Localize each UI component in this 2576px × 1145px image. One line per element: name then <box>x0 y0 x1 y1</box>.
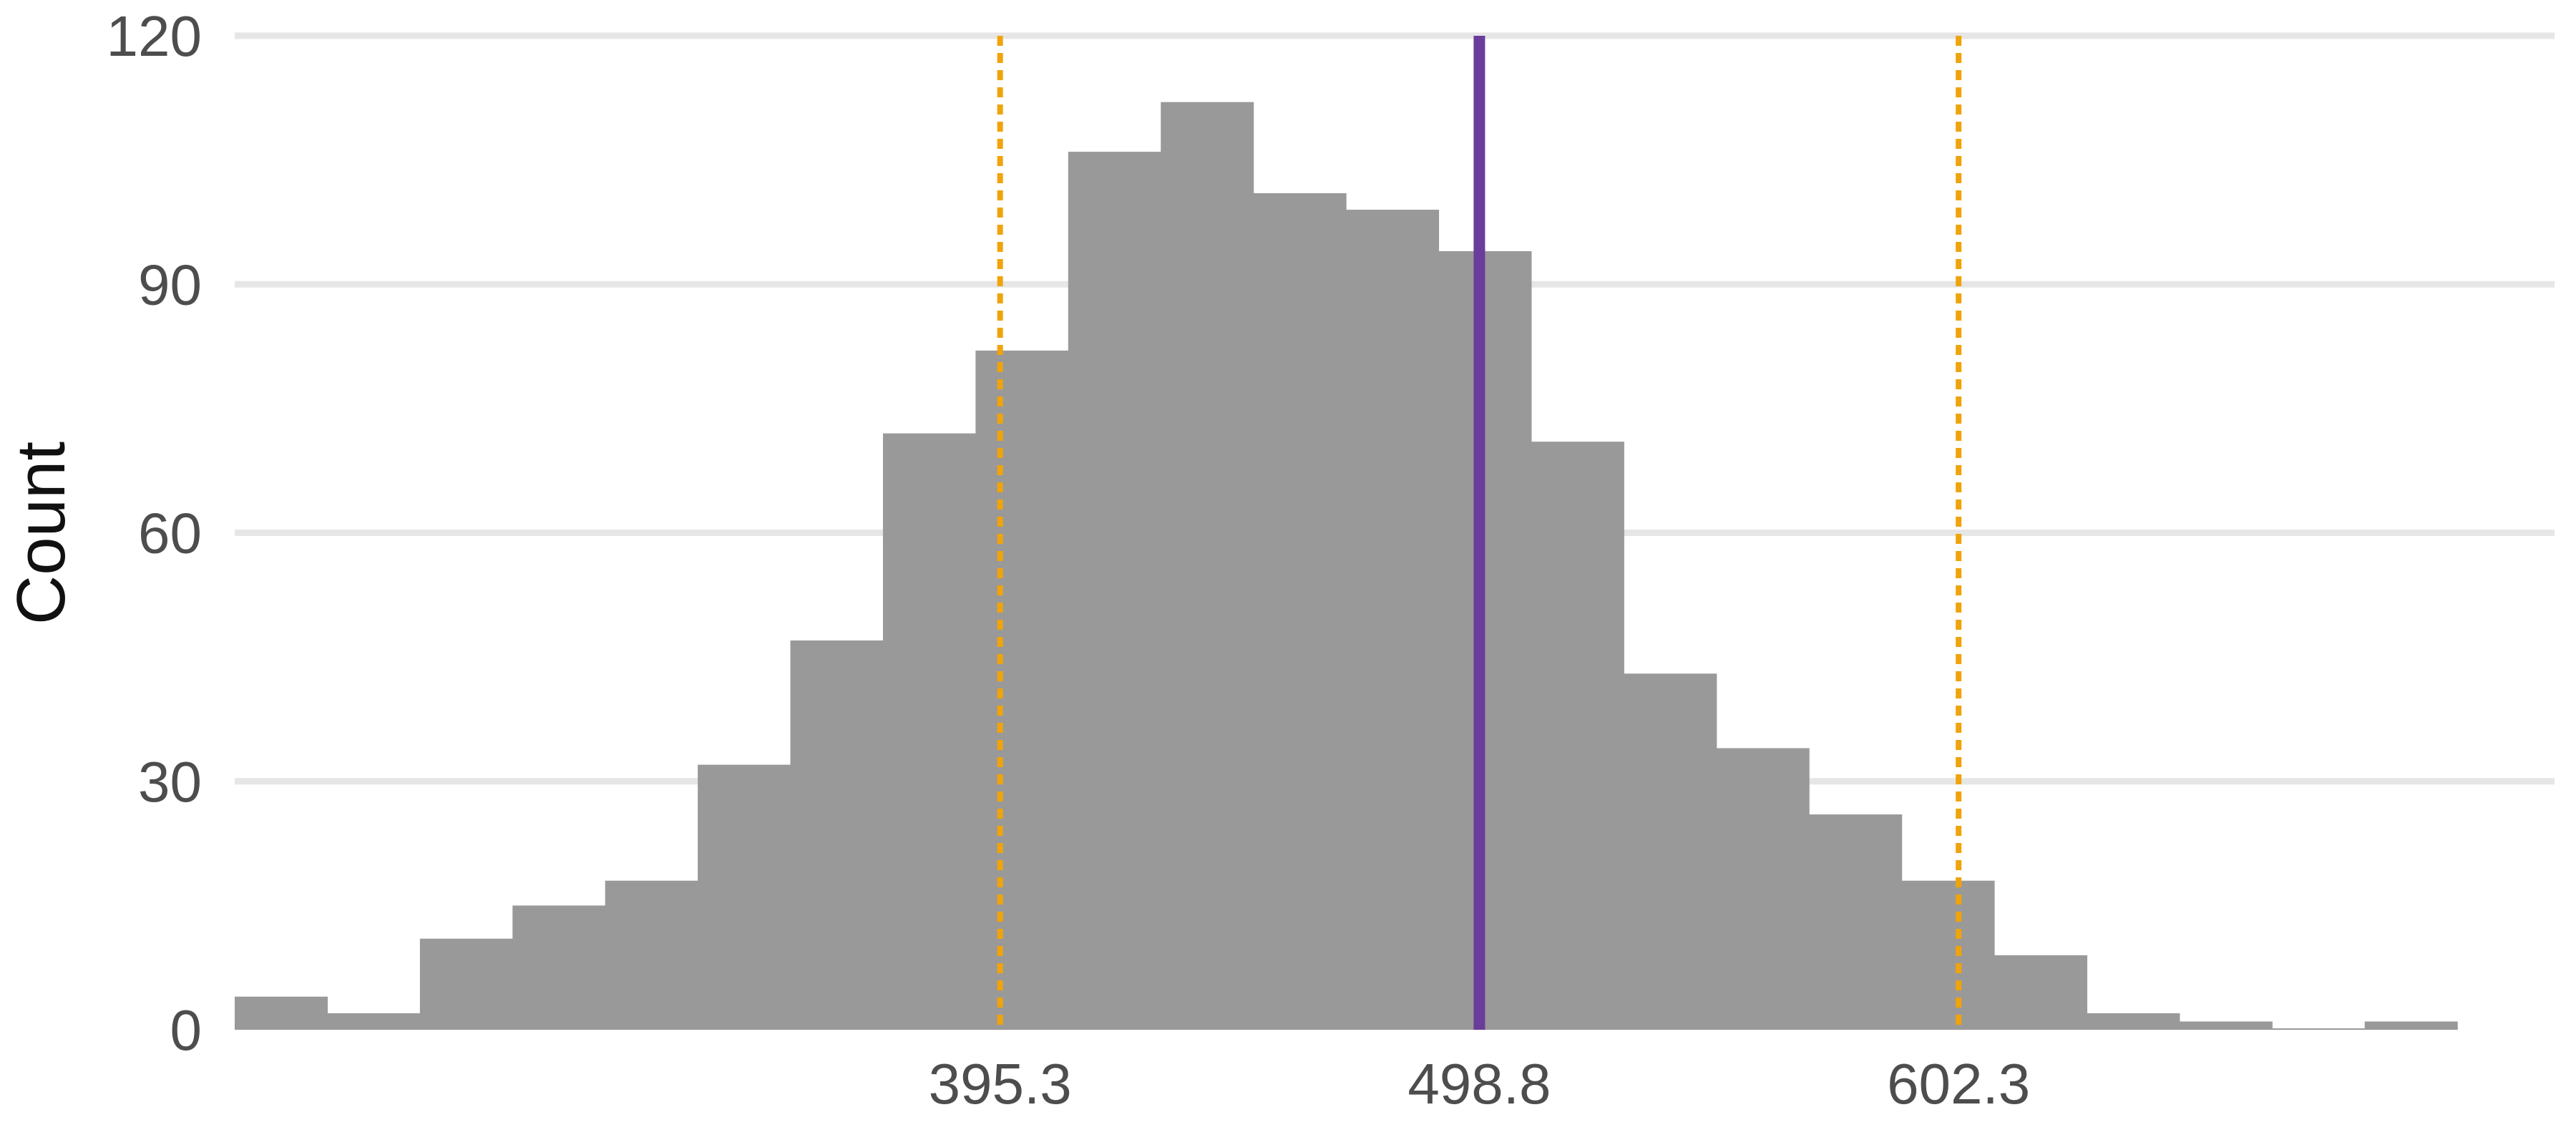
histogram-bar <box>1531 442 1624 1030</box>
histogram-bar <box>790 640 884 1030</box>
histogram-bar <box>975 350 1069 1030</box>
y-tick-label: 0 <box>170 998 203 1062</box>
y-tick-label: 60 <box>138 502 202 565</box>
histogram-bar <box>419 938 513 1030</box>
histogram-bar <box>235 996 328 1030</box>
histogram-bar <box>1716 748 1810 1030</box>
y-tick-label: 120 <box>107 4 202 68</box>
histogram-bar <box>882 433 976 1030</box>
histogram-bar <box>2364 1021 2458 1030</box>
y-tick-label: 90 <box>138 253 202 316</box>
histogram-bar <box>605 880 698 1030</box>
histogram-bar <box>1253 193 1347 1030</box>
histogram-bar <box>1438 250 1532 1030</box>
x-tick-label: 498.8 <box>1407 1052 1551 1116</box>
y-tick-label: 30 <box>138 750 202 814</box>
histogram-bar <box>1068 152 1161 1030</box>
x-tick-label: 602.3 <box>1887 1052 2030 1116</box>
y-axis-ticks: 0 30 60 90 120 <box>107 4 202 1062</box>
histogram-bar <box>1994 955 2088 1030</box>
histogram-bar <box>1809 814 1903 1030</box>
histogram-bar <box>2179 1021 2273 1030</box>
x-tick-label: 395.3 <box>929 1052 1072 1116</box>
histogram-bar <box>1901 880 1995 1030</box>
histogram-bar <box>1624 673 1717 1030</box>
histogram-bar <box>512 905 606 1030</box>
histogram-bar <box>2272 1028 2366 1030</box>
bars-layer <box>235 102 2458 1030</box>
histogram-bar <box>1161 102 1254 1030</box>
x-axis-ticks: 395.3 498.8 602.3 <box>929 1052 2031 1116</box>
histogram-bar <box>2087 1013 2180 1030</box>
y-axis-title: Count <box>3 442 79 625</box>
histogram-bar <box>327 1013 421 1030</box>
histogram-bar <box>1346 210 1440 1030</box>
histogram-bar <box>698 764 791 1030</box>
reference-lines-layer <box>997 36 1962 1030</box>
